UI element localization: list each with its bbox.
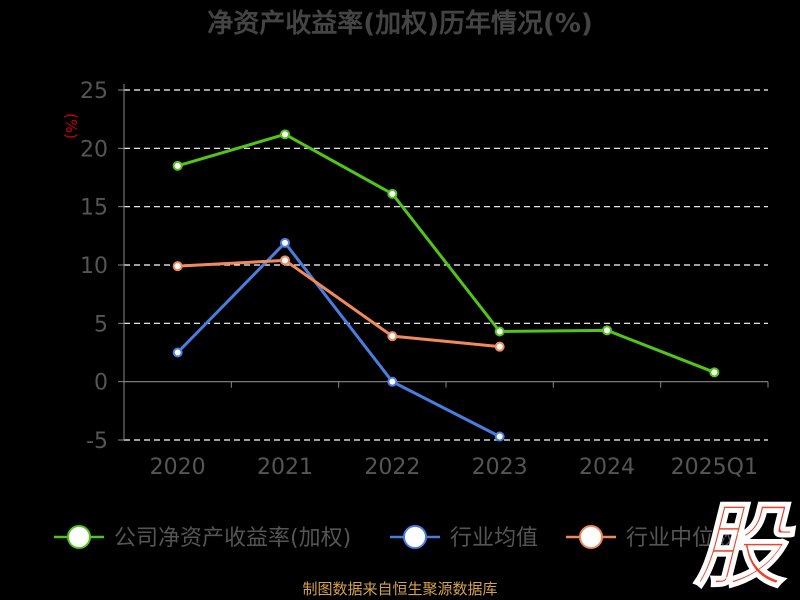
data-point (494, 341, 505, 352)
data-point (494, 326, 505, 337)
y-axis-ticks: 25 20 15 10 5 0 -5 (80, 79, 124, 454)
legend-marker (403, 525, 427, 549)
series-line-1 (176, 241, 501, 438)
x-tick-label: 2025Q1 (671, 455, 758, 480)
y-axis-label: (%) (62, 113, 80, 139)
y-tick-label: 20 (80, 137, 108, 162)
legend-marker (67, 525, 91, 549)
series-lines (172, 129, 720, 442)
data-point (387, 331, 398, 342)
data-point (172, 347, 183, 358)
data-point (387, 376, 398, 387)
x-tick-label: 2022 (364, 455, 420, 480)
data-point (602, 325, 612, 336)
data-point (172, 160, 183, 171)
series-line-2 (177, 258, 500, 349)
x-tick-label: 2020 (150, 455, 206, 480)
data-point (280, 129, 290, 140)
x-tick-label: 2023 (472, 455, 528, 480)
data-point (494, 431, 505, 442)
y-tick-label: 5 (94, 312, 108, 337)
data-point (280, 237, 290, 248)
source-note: 制图数据来自恒生聚源数据库 (302, 580, 498, 598)
y-tick-label: 25 (80, 79, 108, 104)
x-tick-label: 2024 (579, 455, 635, 480)
legend-label: 行业中位数 (626, 526, 736, 551)
legend-label: 公司净资产收益率(加权) (114, 526, 351, 551)
data-point (280, 255, 290, 266)
svg-text:股: 股 (693, 496, 795, 596)
y-tick-label: 0 (94, 371, 108, 396)
data-point (172, 261, 183, 272)
legend: 公司净资产收益率(加权) 行业均值 行业中位数 (54, 525, 736, 551)
x-axis: 2020 2021 2022 2023 2024 2025Q1 (123, 84, 769, 480)
y-tick-label: 15 (80, 196, 108, 221)
chart-title: 净资产收益率(加权)历年情况(%) (207, 8, 593, 39)
legend-label: 行业均值 (450, 526, 538, 551)
x-tick-label: 2021 (257, 455, 313, 480)
data-point (387, 188, 398, 199)
y-tick-label: -5 (86, 429, 108, 454)
series-line-0 (177, 132, 715, 374)
y-tick-label: 10 (80, 254, 108, 279)
logo: 股 (692, 496, 796, 596)
data-point (709, 367, 720, 378)
legend-marker (579, 525, 603, 549)
